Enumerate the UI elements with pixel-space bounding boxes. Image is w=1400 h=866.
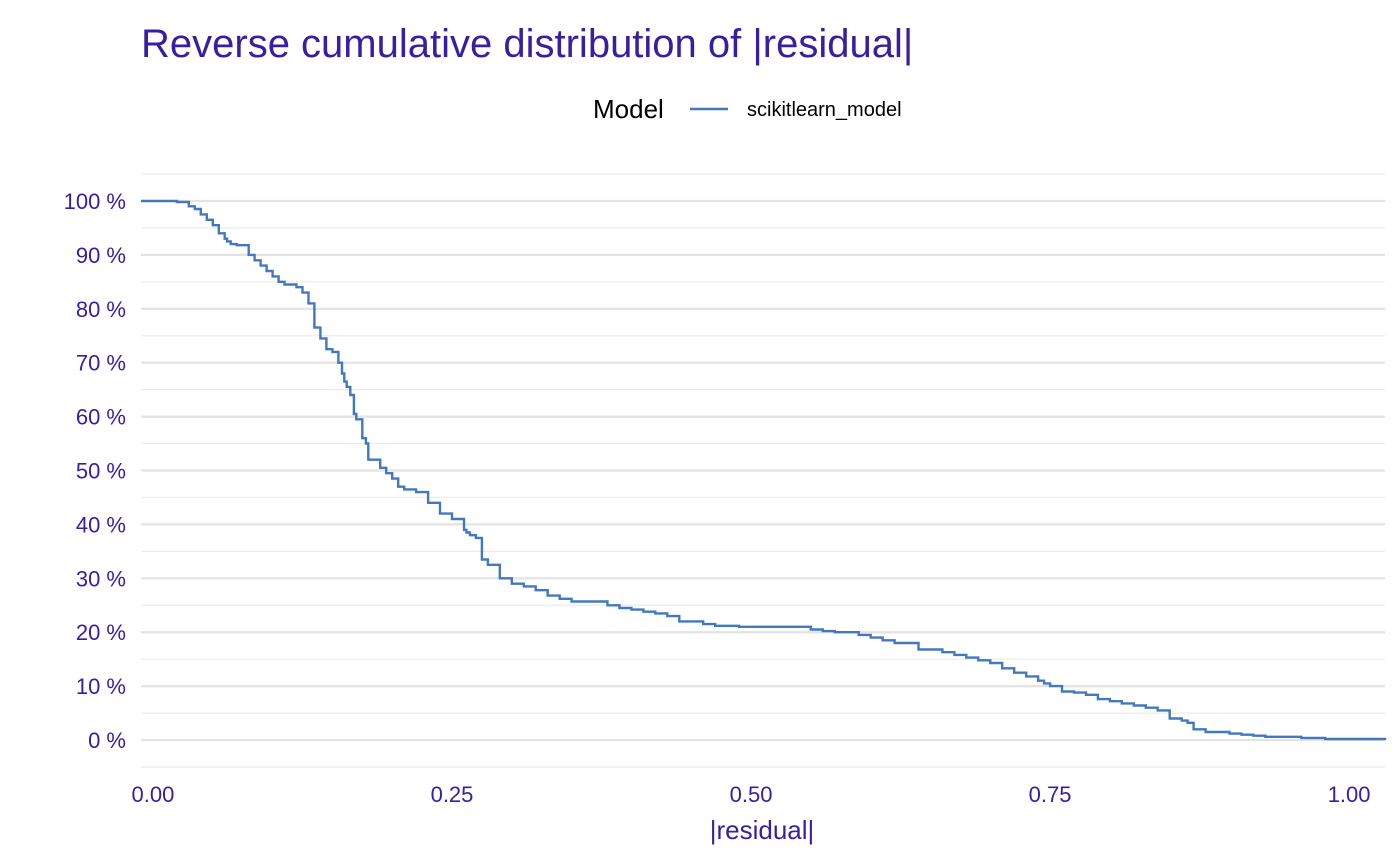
chart-title: Reverse cumulative distribution of |resi… xyxy=(141,22,914,66)
y-tick-label: 20 % xyxy=(76,620,126,645)
y-tick-labels: 0 % 10 % 20 % 30 % 40 % 50 % 60 % 70 % 80 % 90 % 1… xyxy=(64,189,126,753)
legend: Model scikitlearn_model xyxy=(593,94,902,124)
y-tick-label: 60 % xyxy=(76,405,126,430)
x-tick-label: 0.25 xyxy=(431,782,474,807)
y-tick-label: 0 % xyxy=(88,728,126,753)
x-tick-label: 0.75 xyxy=(1029,782,1072,807)
legend-label: scikitlearn_model xyxy=(747,99,902,121)
y-tick-label: 40 % xyxy=(76,512,126,537)
y-tick-label: 100 % xyxy=(64,189,126,214)
x-tick-label: 0.00 xyxy=(132,782,175,807)
gridlines xyxy=(141,173,1385,768)
y-tick-label: 10 % xyxy=(76,674,126,699)
series-lines xyxy=(141,199,1387,741)
x-tick-label: 0.50 xyxy=(730,782,773,807)
x-tick-label: 1.00 xyxy=(1328,782,1371,807)
y-tick-label: 70 % xyxy=(76,351,126,376)
y-tick-label: 30 % xyxy=(76,566,126,591)
series-line xyxy=(141,199,1387,741)
y-tick-label: 80 % xyxy=(76,297,126,322)
x-axis-title: |residual| xyxy=(710,815,815,845)
y-tick-label: 90 % xyxy=(76,243,126,268)
x-tick-labels: 0.00 0.25 0.50 0.75 1.00 xyxy=(132,782,1371,807)
y-tick-label: 50 % xyxy=(76,459,126,484)
legend-title: Model xyxy=(593,94,664,124)
